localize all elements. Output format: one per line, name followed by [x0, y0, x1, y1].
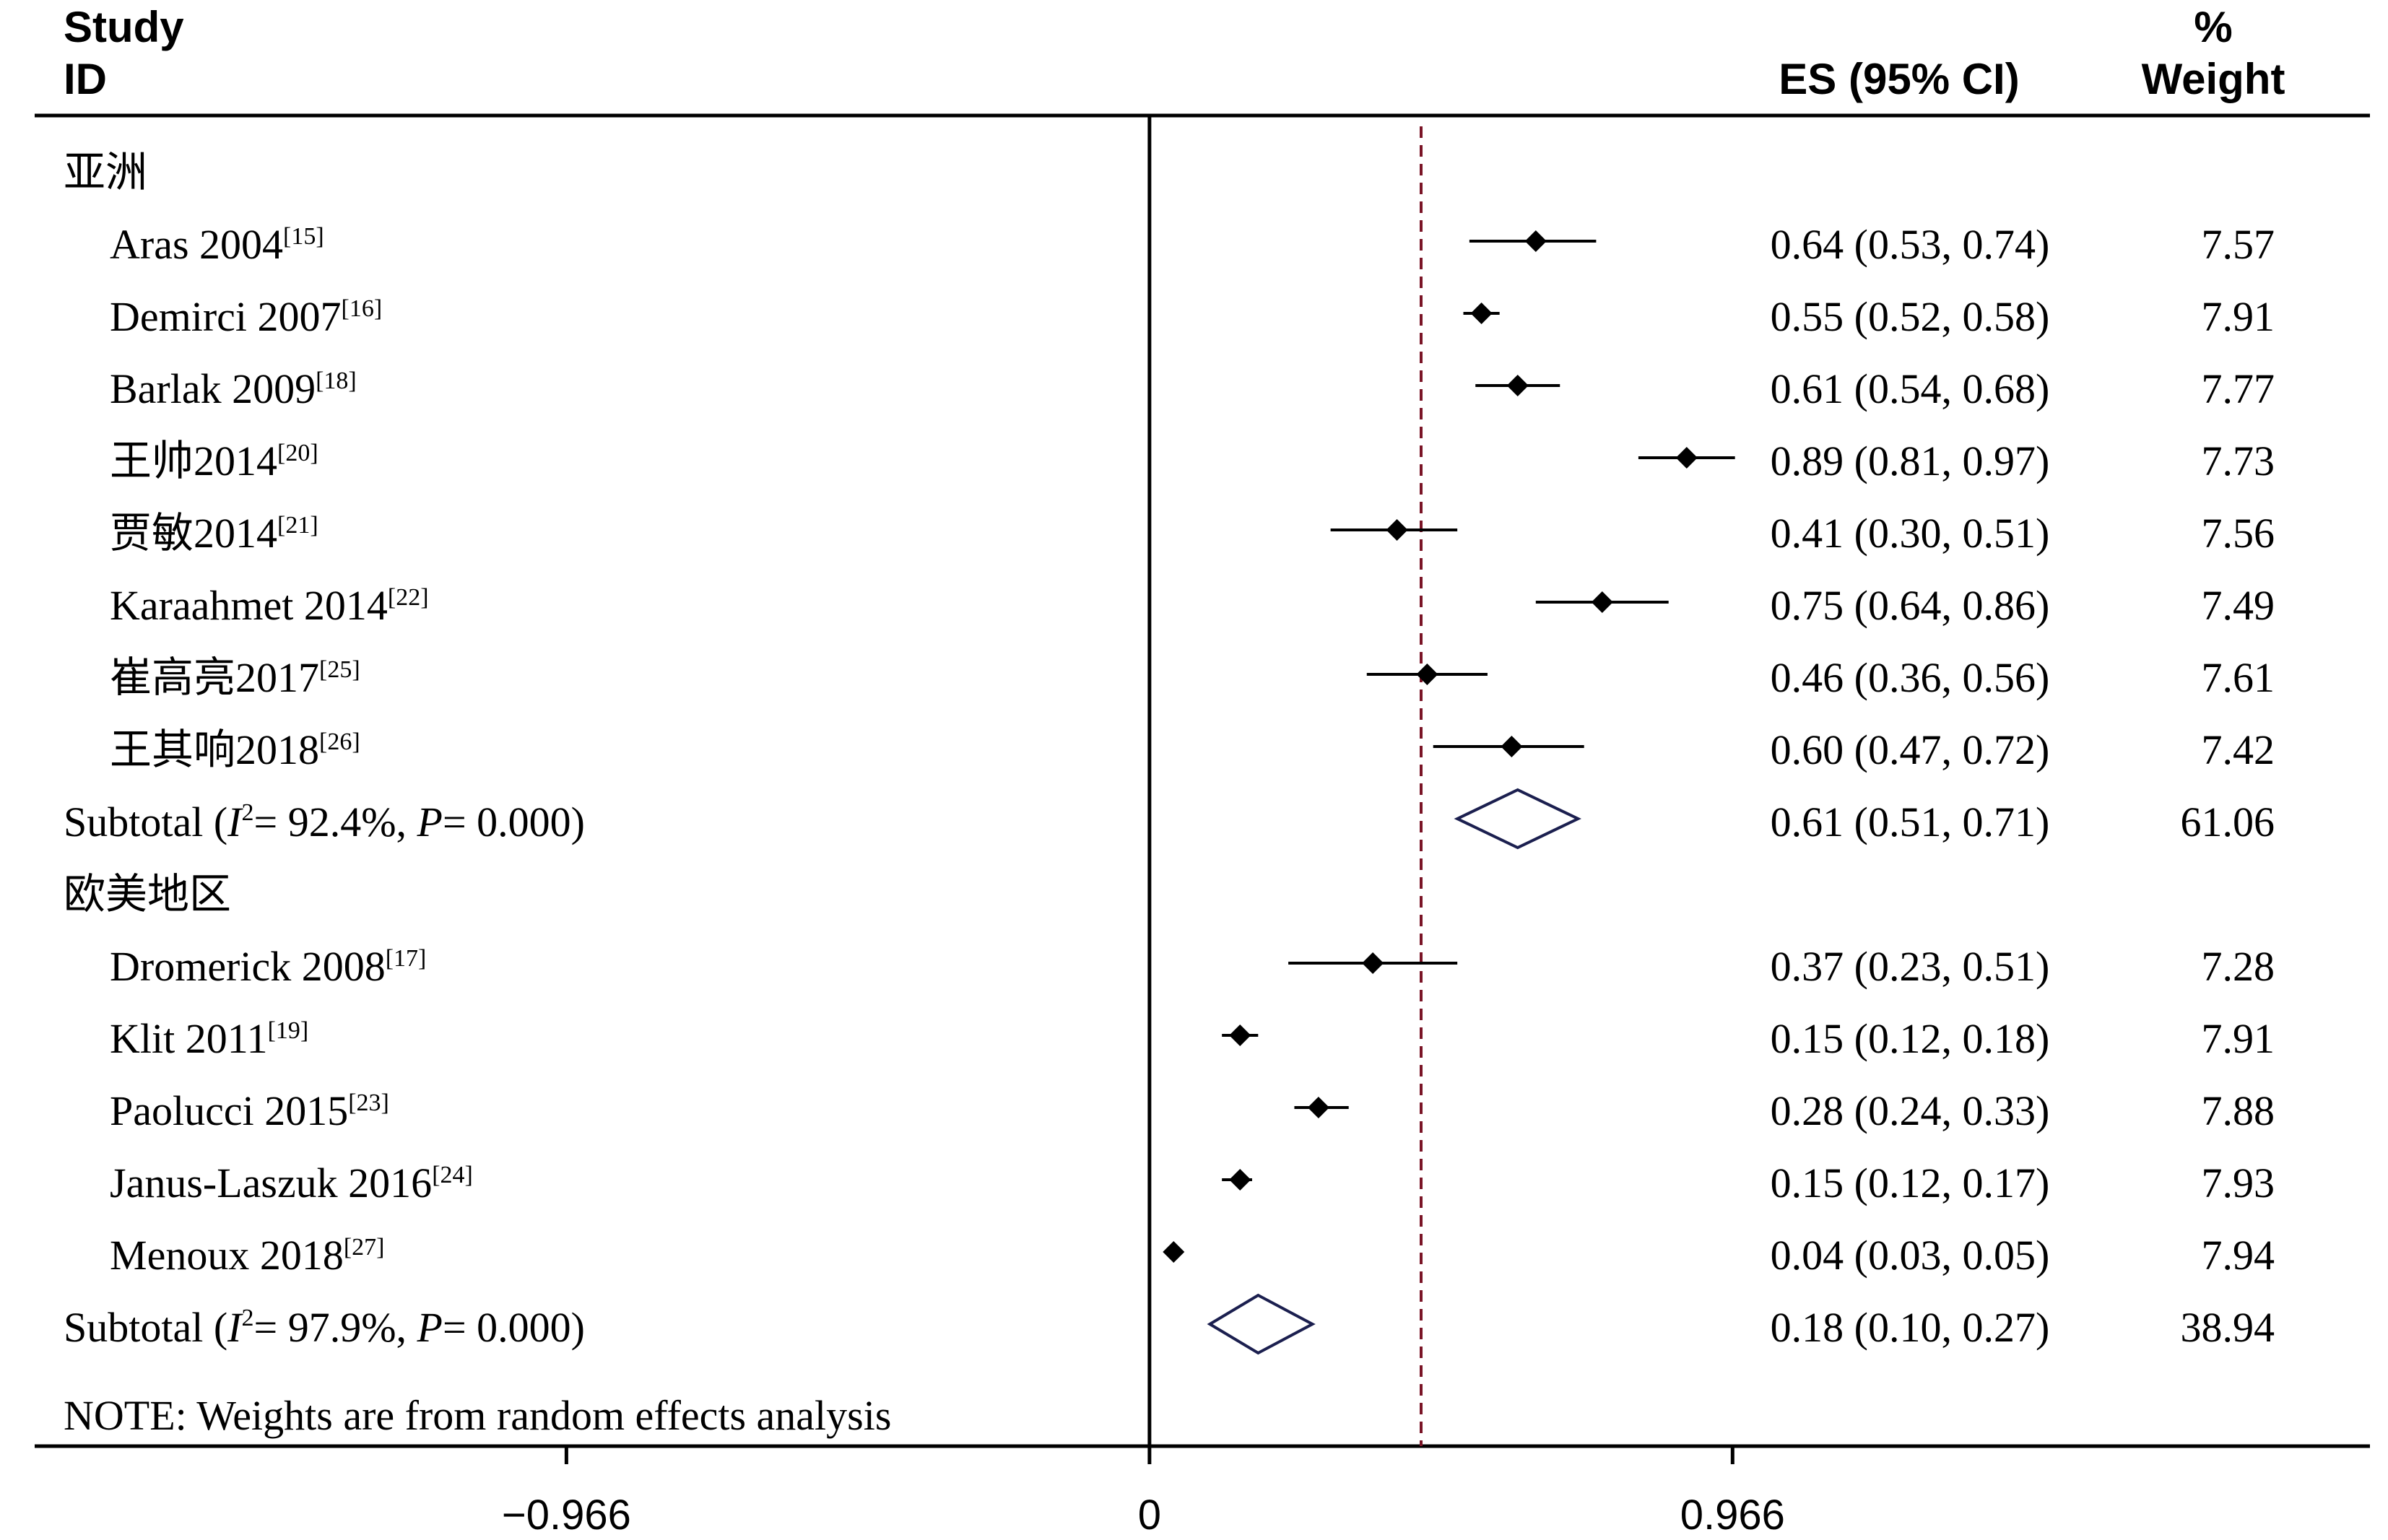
- x-tick-label: 0.966: [1680, 1492, 1785, 1539]
- weight-value: 7.91: [2202, 1015, 2275, 1062]
- study-label: 崔高亮2017[25]: [110, 654, 360, 701]
- weight-value: 7.57: [2202, 221, 2275, 268]
- weight-value: 7.91: [2202, 293, 2275, 340]
- study-label: 王其响2018[26]: [110, 726, 360, 773]
- es-ci-value: 0.04 (0.03, 0.05): [1771, 1232, 2050, 1279]
- weight-value: 7.28: [2202, 943, 2275, 990]
- weight-value: 7.73: [2202, 438, 2275, 484]
- study-label: Dromerick 2008[17]: [110, 943, 426, 990]
- study-label: Klit 2011[19]: [110, 1015, 308, 1062]
- subtotal-es-ci-value: 0.61 (0.51, 0.71): [1771, 799, 2050, 845]
- study-label: Aras 2004[15]: [110, 221, 324, 268]
- study-label: 贾敏2014[21]: [110, 510, 318, 557]
- es-ci-value: 0.15 (0.12, 0.17): [1771, 1160, 2050, 1206]
- subtotal-weight-value: 38.94: [2181, 1304, 2275, 1351]
- point-estimate: [1675, 447, 1698, 469]
- study-label: Barlak 2009[18]: [110, 365, 357, 412]
- es-ci-value: 0.15 (0.12, 0.18): [1771, 1015, 2050, 1062]
- point-estimate: [1386, 519, 1408, 541]
- study-label: Janus-Laszuk 2016[24]: [110, 1160, 473, 1206]
- es-ci-value: 0.89 (0.81, 0.97): [1771, 438, 2050, 484]
- weight-value: 7.49: [2202, 582, 2275, 629]
- point-estimate: [1501, 736, 1523, 757]
- es-ci-value: 0.60 (0.47, 0.72): [1771, 726, 2050, 773]
- group-label: 欧美地区: [64, 871, 231, 918]
- es-ci-value: 0.41 (0.30, 0.51): [1771, 510, 2050, 557]
- weight-value: 7.94: [2202, 1232, 2275, 1279]
- x-tick-label: 0: [1138, 1492, 1161, 1539]
- point-estimate: [1524, 230, 1547, 252]
- weight-value: 7.61: [2202, 654, 2275, 701]
- point-estimate: [1163, 1241, 1185, 1263]
- weight-value: 7.77: [2202, 365, 2275, 412]
- es-ci-value: 0.61 (0.54, 0.68): [1771, 365, 2050, 412]
- subtotal-es-ci-value: 0.18 (0.10, 0.27): [1771, 1304, 2050, 1351]
- point-estimate: [1307, 1097, 1329, 1118]
- weight-value: 7.56: [2202, 510, 2275, 557]
- point-estimate: [1506, 375, 1529, 396]
- es-ci-value: 0.75 (0.64, 0.86): [1771, 582, 2050, 629]
- point-estimate: [1591, 591, 1613, 613]
- x-axis: −0.966 0 0.966: [502, 1446, 1785, 1539]
- study-label: Menoux 2018[27]: [110, 1232, 384, 1279]
- header-weight-pct: %: [2194, 3, 2232, 51]
- es-ci-value: 0.55 (0.52, 0.58): [1771, 293, 2050, 340]
- header-es: ES (95% CI): [1779, 55, 2019, 103]
- weight-value: 7.88: [2202, 1087, 2275, 1134]
- subtotal-diamond: [1454, 788, 1581, 850]
- es-ci-value: 0.37 (0.23, 0.51): [1771, 943, 2050, 990]
- note-text: NOTE: Weights are from random effects an…: [64, 1392, 891, 1439]
- weight-value: 7.93: [2202, 1160, 2275, 1206]
- forest-rows: 亚洲 Aras 2004[15] 0.64 (0.53, 0.74) 7.57 Demi…: [64, 149, 2275, 1355]
- point-estimate: [1229, 1025, 1251, 1046]
- point-estimate: [1470, 303, 1493, 324]
- subtotal-diamond: [1207, 1293, 1316, 1355]
- study-label: Paolucci 2015[23]: [110, 1087, 389, 1134]
- point-estimate: [1229, 1169, 1251, 1191]
- point-estimate: [1362, 952, 1384, 974]
- x-tick-label: −0.966: [502, 1492, 631, 1539]
- header-weight: Weight: [2142, 55, 2285, 103]
- header-id: ID: [64, 55, 107, 103]
- study-label: Karaahmet 2014[22]: [110, 582, 429, 629]
- es-ci-value: 0.46 (0.36, 0.56): [1771, 654, 2050, 701]
- subtotal-weight-value: 61.06: [2181, 799, 2275, 845]
- point-estimate: [1416, 664, 1438, 685]
- es-ci-value: 0.64 (0.53, 0.74): [1771, 221, 2050, 268]
- weight-value: 7.42: [2202, 726, 2275, 773]
- subtotal-label: Subtotal (I2= 97.9%, P= 0.000): [64, 1304, 585, 1351]
- header-study: Study: [64, 3, 184, 51]
- subtotal-label: Subtotal (I2= 92.4%, P= 0.000): [64, 799, 585, 845]
- es-ci-value: 0.28 (0.24, 0.33): [1771, 1087, 2050, 1134]
- group-label: 亚洲: [64, 149, 147, 196]
- study-label: Demirci 2007[16]: [110, 293, 382, 340]
- study-label: 王帅2014[20]: [110, 438, 318, 484]
